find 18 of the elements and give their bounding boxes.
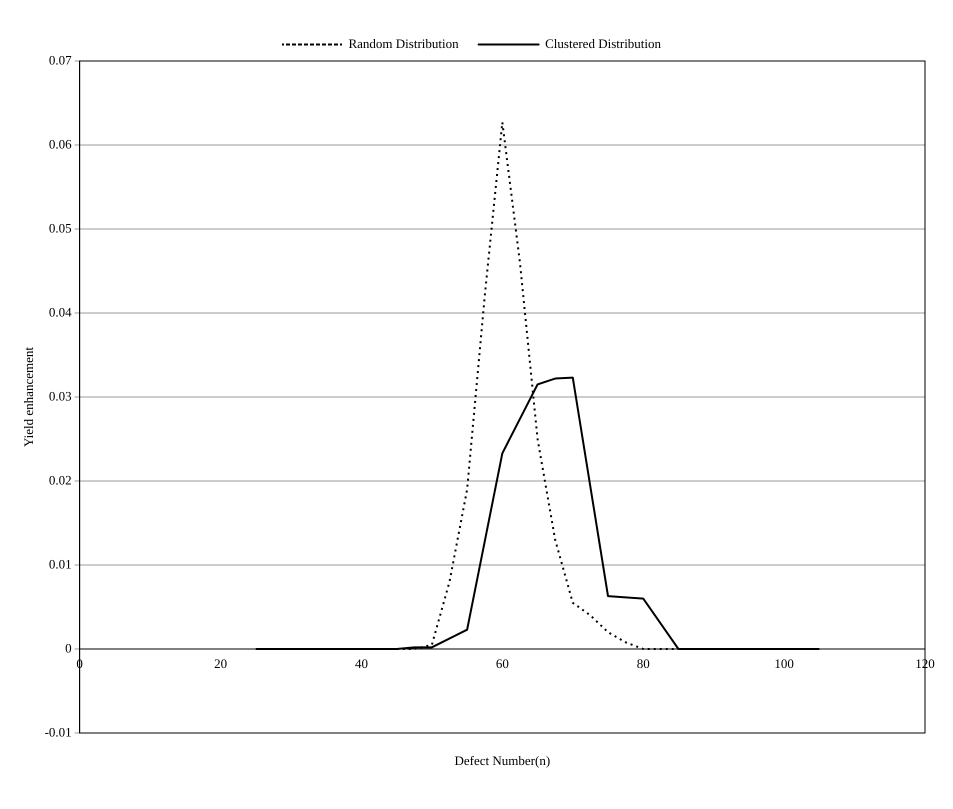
x-tick-label: 60 [496, 656, 509, 672]
y-tick-label: -0.01 [44, 724, 72, 740]
x-tick-label: 40 [354, 656, 368, 672]
y-tick-label: 0.04 [48, 304, 72, 320]
y-tick-label: 0.03 [48, 388, 72, 404]
y-tick-label: 0.02 [48, 472, 72, 488]
y-tick-label: 0.06 [48, 136, 72, 152]
x-tick-label: 20 [214, 656, 228, 672]
x-tick-label: 100 [774, 656, 794, 672]
x-axis-title: Defect Number(n) [454, 752, 550, 768]
y-axis-title: Yield enhancement [21, 346, 36, 447]
y-tick-label: 0.05 [48, 220, 72, 236]
y-tick-label: 0 [65, 640, 72, 656]
y-tick-label: 0.07 [48, 52, 72, 68]
y-tick-label: 0.01 [48, 556, 72, 572]
x-tick-label: 80 [636, 656, 650, 672]
legend-label: Random Distribution [348, 36, 460, 51]
legend-label: Clustered Distribution [545, 36, 662, 51]
